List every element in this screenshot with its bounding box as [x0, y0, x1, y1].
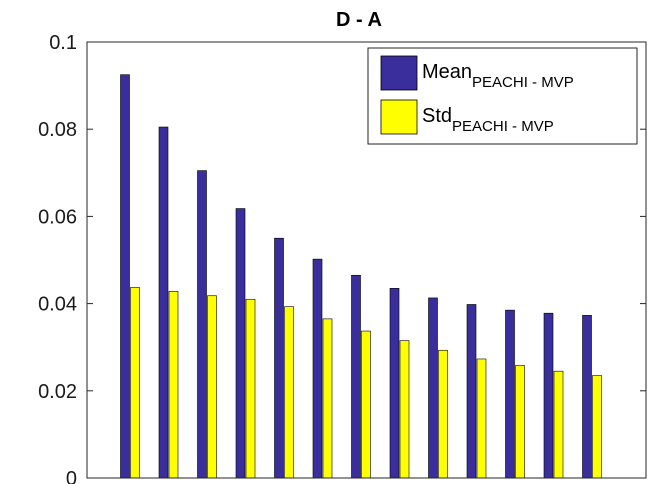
mean-bar-5: [274, 237, 284, 479]
std-bar-4: [245, 298, 256, 479]
std-bar-5: [284, 306, 294, 479]
legend-label-mean: MeanPEACHI - MVP: [422, 61, 574, 91]
y-tick-label: 0: [66, 468, 77, 484]
mean-bar-12: [543, 312, 554, 479]
plot-frame: [86, 41, 647, 479]
legend-swatch-std: [380, 99, 418, 135]
std-bar-9: [438, 349, 448, 479]
y-axis: 0 0.02 0.04 0.06 0.08 0.1: [38, 32, 646, 484]
chart-title: D - A: [336, 9, 382, 31]
std-bar-1: [130, 287, 140, 479]
mean-bar-11: [505, 309, 515, 479]
std-bar-13: [592, 375, 602, 479]
mean-bar-6: [312, 258, 323, 479]
legend: MeanPEACHI - MVP StdPEACHI - MVP: [367, 47, 638, 145]
std-bar-6: [322, 318, 333, 479]
std-bar-11: [515, 365, 525, 479]
mean-bar-7: [351, 274, 361, 479]
legend-label-std: StdPEACHI - MVP: [422, 105, 554, 135]
mean-bar-8: [389, 288, 400, 479]
std-bar-8: [399, 340, 410, 479]
legend-swatch-mean: [380, 55, 418, 91]
std-bar-10: [476, 358, 487, 479]
std-bar-2: [168, 291, 179, 479]
y-tick-label: 0.02: [38, 381, 77, 403]
mean-bar-4: [235, 208, 246, 479]
mean-bar-13: [582, 315, 592, 479]
y-tick-label: 0.1: [49, 32, 77, 54]
mean-bar-9: [428, 297, 438, 479]
mean-bar-2: [158, 126, 169, 479]
std-bar-12: [553, 370, 564, 479]
y-tick-label: 0.04: [38, 294, 77, 316]
bars-group: [120, 74, 602, 479]
mean-bar-3: [197, 170, 207, 479]
y-tick-label: 0.06: [38, 206, 77, 228]
std-bar-7: [361, 330, 371, 479]
mean-bar-10: [466, 304, 477, 479]
std-bar-3: [207, 295, 217, 479]
y-tick-label: 0.08: [38, 119, 77, 141]
mean-bar-1: [120, 74, 130, 479]
